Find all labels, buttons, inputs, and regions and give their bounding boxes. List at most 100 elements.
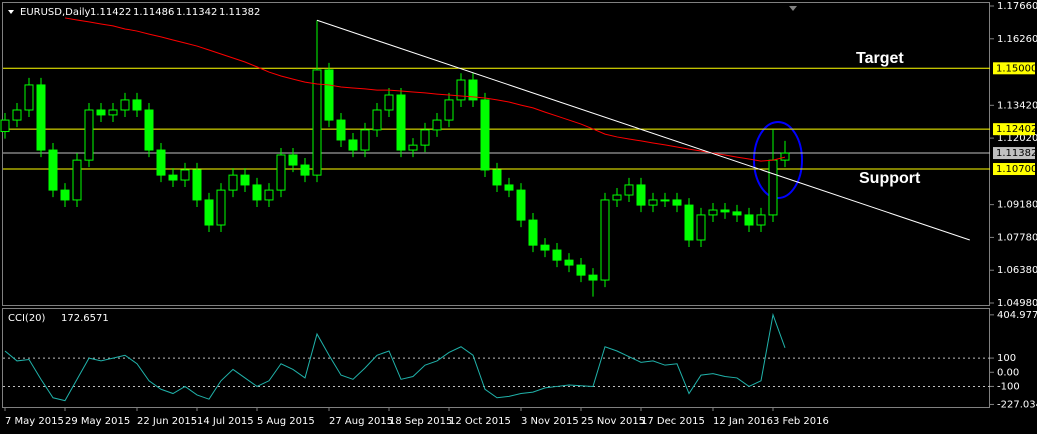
candle-body <box>684 204 694 241</box>
candle-body <box>84 109 94 161</box>
candle-body <box>276 154 286 191</box>
candle-body <box>720 209 730 213</box>
candle-body <box>564 259 574 266</box>
candle-body <box>264 189 274 201</box>
trendline <box>316 19 970 241</box>
indicator-title: CCI(20) <box>8 313 46 324</box>
x-tick-label: 25 Nov 2015 <box>581 416 645 427</box>
candle-body <box>132 99 142 111</box>
candle-body <box>348 139 358 151</box>
y-tick-label: 1.04980 <box>997 298 1037 309</box>
candle-body <box>600 199 610 281</box>
moving-average <box>64 17 786 162</box>
candle-body <box>240 174 250 186</box>
y-tick-label: 0.00 <box>997 367 1019 378</box>
candle-body <box>228 174 238 191</box>
candle-body <box>60 189 70 201</box>
candle-body <box>72 159 82 201</box>
level-label: 1.11382 <box>996 148 1037 159</box>
candle-body <box>660 199 670 202</box>
candle-body <box>540 244 550 251</box>
menu-arrow[interactable] <box>8 10 14 14</box>
y-tick-label: 1.09180 <box>997 200 1037 211</box>
candle-body <box>648 199 658 206</box>
x-tick-label: 22 Jun 2015 <box>137 416 197 427</box>
level-label-bg <box>993 62 1035 75</box>
x-tick-label: 7 May 2015 <box>5 416 64 427</box>
chart-title: EURUSD,Daily <box>20 7 91 18</box>
candle-body <box>588 274 598 281</box>
y-tick-label: 1.16260 <box>997 34 1037 45</box>
candle-body <box>756 214 766 226</box>
y-tick-label: 1.12020 <box>997 133 1037 144</box>
x-tick-label: 12 Jan 2016 <box>713 416 773 427</box>
candle-body <box>696 214 706 241</box>
candle-body <box>576 264 586 276</box>
candle-body <box>24 84 34 111</box>
candle-body <box>48 149 58 191</box>
main-panel-frame <box>2 2 990 306</box>
candle-body <box>528 219 538 246</box>
ohlc-value: 1.11422 <box>90 7 131 18</box>
candle-body <box>168 174 178 181</box>
annotation: Target <box>856 50 904 67</box>
candle-body <box>432 119 442 131</box>
y-tick-label: -100 <box>997 381 1020 392</box>
indicator-value: 172.6571 <box>61 313 109 324</box>
y-tick-label: -227.0344 <box>997 399 1037 410</box>
candle-body <box>744 214 754 226</box>
ohlc-value: 1.11342 <box>176 7 217 18</box>
candle-body <box>0 119 10 133</box>
candle-body <box>288 154 298 166</box>
indicator-line <box>4 312 786 402</box>
annotation: Support <box>859 170 921 187</box>
candle-body <box>12 109 22 121</box>
candle-body <box>252 184 262 201</box>
level-label: 1.10700 <box>996 164 1037 175</box>
shift-marker <box>789 6 797 11</box>
ohlc-header: 1.11422 1.11486 1.11342 1.11382 <box>90 7 260 18</box>
candle-body <box>180 169 190 181</box>
y-tick-label: 1.06380 <box>997 265 1037 276</box>
level-label-bg <box>993 163 1035 176</box>
candle-body <box>732 211 742 216</box>
y-tick-label: 1.07780 <box>997 232 1037 243</box>
candle-body <box>408 144 418 151</box>
level-label-bg <box>993 147 1035 160</box>
candle-body <box>480 99 490 171</box>
candle-body <box>216 189 226 226</box>
candle-body <box>360 129 370 151</box>
candle-body <box>504 184 514 191</box>
candle-body <box>336 119 346 141</box>
y-tick-label: 1.17660 <box>997 1 1037 12</box>
candle-body <box>324 69 334 121</box>
candle-body <box>516 189 526 221</box>
y-tick-label: 404.9774 <box>997 310 1037 321</box>
candle-body <box>372 109 382 131</box>
x-tick-label: 5 Aug 2015 <box>257 416 315 427</box>
candle-body <box>636 184 646 206</box>
candle-body <box>552 249 562 261</box>
x-tick-label: 18 Sep 2015 <box>389 416 452 427</box>
x-tick-label: 27 Aug 2015 <box>329 416 393 427</box>
x-tick-label: 17 Dec 2015 <box>641 416 705 427</box>
x-tick-label: 12 Oct 2015 <box>449 416 511 427</box>
candle-body <box>492 169 502 186</box>
level-label: 1.15000 <box>996 63 1037 74</box>
candle-body <box>120 99 130 111</box>
candle-body <box>108 109 118 116</box>
candle-body <box>396 94 406 151</box>
y-tick-label: 100 <box>997 353 1016 364</box>
candle-body <box>708 209 718 216</box>
ohlc-value: 1.11382 <box>219 7 260 18</box>
x-tick-label: 3 Feb 2016 <box>773 416 829 427</box>
candle-body <box>624 184 634 196</box>
y-tick-label: 1.13420 <box>997 100 1037 111</box>
candle-body <box>204 199 214 226</box>
candle-body <box>420 129 430 146</box>
candle-body <box>300 164 310 176</box>
candle-body <box>312 69 322 176</box>
candle-body <box>612 194 622 201</box>
x-tick-label: 29 May 2015 <box>65 416 130 427</box>
